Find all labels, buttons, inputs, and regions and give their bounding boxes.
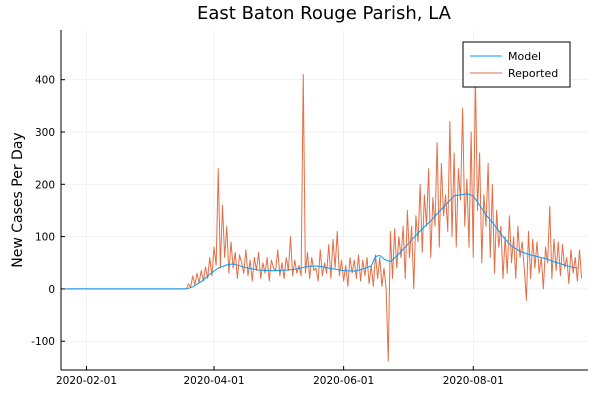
y-axis-label: New Cases Per Day xyxy=(10,132,26,267)
y-tick-label: 0 xyxy=(48,284,55,296)
x-tick-label: 2020-02-01 xyxy=(56,375,117,387)
x-tick-label: 2020-08-01 xyxy=(443,375,504,387)
y-tick-label: -100 xyxy=(31,336,55,348)
y-tick-label: 300 xyxy=(35,127,55,139)
legend-label-model: Model xyxy=(508,50,541,63)
y-tick-label: 200 xyxy=(35,179,55,191)
x-tick-label: 2020-06-01 xyxy=(313,375,374,387)
x-ticks: 2020-02-01 2020-04-01 2020-06-01 2020-08-01 xyxy=(56,366,504,387)
y-ticks: -100 0 100 200 300 400 xyxy=(31,75,65,348)
y-tick-label: 400 xyxy=(35,75,55,87)
y-tick-label: 100 xyxy=(35,232,55,244)
series-line-model xyxy=(65,193,578,290)
legend: Model Reported xyxy=(462,41,571,88)
x-tick-label: 2020-04-01 xyxy=(183,375,244,387)
series-line-reported xyxy=(65,73,583,362)
chart-title: East Baton Rouge Parish, LA xyxy=(197,3,452,24)
series-layer xyxy=(65,73,583,362)
axes xyxy=(60,30,588,371)
legend-label-reported: Reported xyxy=(508,67,558,80)
legend-box xyxy=(462,41,571,88)
